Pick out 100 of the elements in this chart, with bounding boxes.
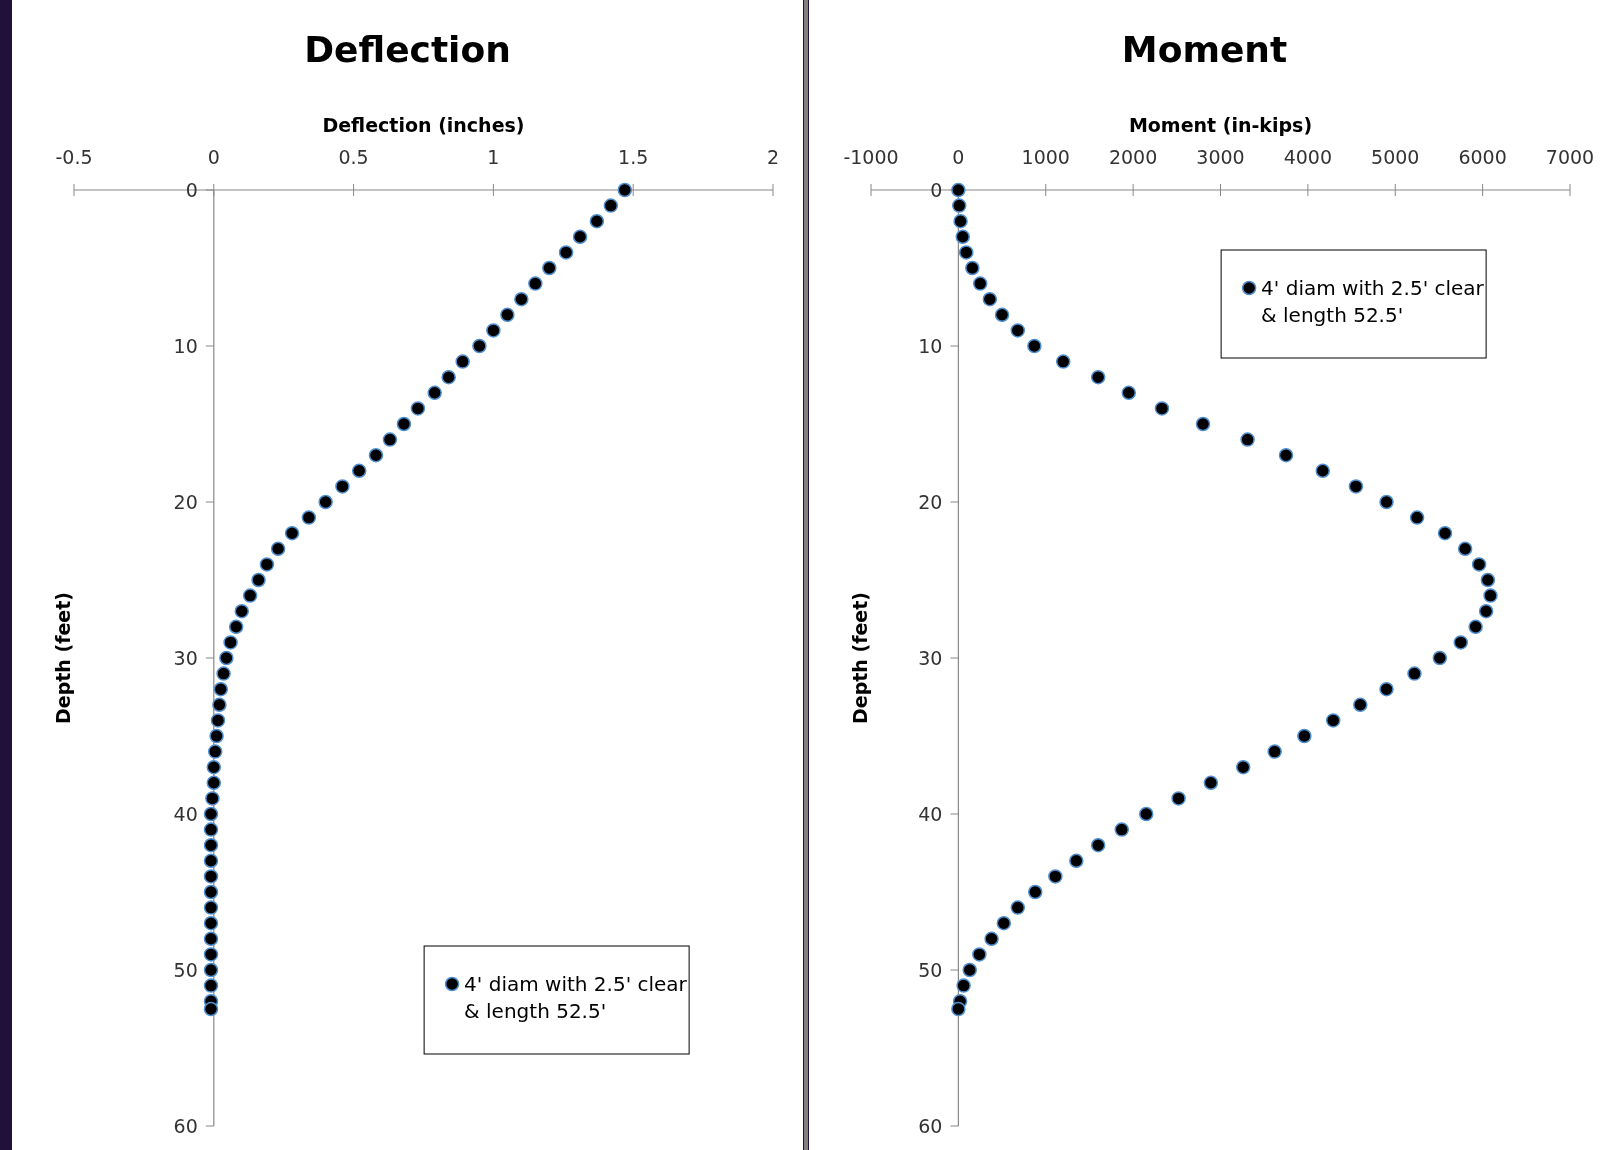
point bbox=[203, 884, 219, 900]
point bbox=[206, 775, 222, 791]
y-tick-label: 60 bbox=[918, 1115, 943, 1137]
point bbox=[203, 962, 219, 978]
x-tick-label: 0 bbox=[952, 146, 965, 168]
point bbox=[1432, 650, 1448, 666]
point bbox=[972, 276, 988, 291]
point bbox=[203, 978, 219, 993]
point bbox=[1010, 323, 1026, 338]
x-tick-label: 4000 bbox=[1283, 146, 1333, 168]
point bbox=[956, 978, 971, 993]
point bbox=[301, 510, 317, 525]
point bbox=[1069, 853, 1084, 869]
point bbox=[251, 572, 266, 588]
x-tick-label: 1000 bbox=[1021, 146, 1070, 168]
point bbox=[203, 947, 219, 962]
point bbox=[396, 416, 412, 432]
point bbox=[1407, 666, 1422, 681]
point bbox=[1353, 697, 1368, 713]
point bbox=[982, 291, 998, 307]
point bbox=[1437, 525, 1453, 541]
point bbox=[1027, 338, 1042, 354]
point bbox=[1379, 494, 1394, 510]
point bbox=[1453, 635, 1469, 650]
x-tick-label: 6000 bbox=[1458, 146, 1507, 168]
y-tick-label: 0 bbox=[930, 179, 943, 201]
point bbox=[1297, 728, 1312, 744]
point bbox=[1348, 479, 1364, 494]
point bbox=[1267, 744, 1282, 759]
point bbox=[1409, 510, 1425, 525]
y-tick-label: 10 bbox=[918, 335, 943, 357]
point bbox=[1121, 385, 1137, 401]
point bbox=[203, 915, 219, 931]
point bbox=[203, 822, 219, 837]
point bbox=[427, 385, 442, 401]
point bbox=[213, 681, 229, 697]
point bbox=[1483, 588, 1498, 603]
y-tick-label: 40 bbox=[918, 803, 943, 825]
point bbox=[455, 354, 470, 369]
point bbox=[1055, 354, 1071, 369]
y-tick-label: 60 bbox=[173, 1115, 198, 1137]
point bbox=[572, 229, 588, 245]
point bbox=[203, 806, 219, 822]
x-tick-label: 5000 bbox=[1371, 146, 1420, 168]
point bbox=[955, 229, 970, 245]
point bbox=[284, 525, 300, 541]
point bbox=[1090, 837, 1106, 853]
point bbox=[203, 1001, 219, 1017]
point bbox=[617, 182, 633, 198]
point bbox=[335, 479, 350, 494]
point bbox=[542, 260, 557, 276]
point bbox=[1480, 572, 1496, 588]
point bbox=[1048, 869, 1063, 884]
point bbox=[528, 276, 543, 291]
point bbox=[234, 603, 250, 619]
point bbox=[514, 291, 529, 307]
point bbox=[1090, 369, 1106, 385]
point bbox=[984, 931, 999, 947]
point bbox=[1471, 557, 1487, 572]
point bbox=[203, 869, 219, 884]
point bbox=[242, 588, 258, 603]
chart-title: Moment bbox=[1121, 29, 1288, 70]
point bbox=[207, 744, 223, 759]
point bbox=[1203, 775, 1219, 791]
point bbox=[965, 260, 980, 276]
point bbox=[1240, 432, 1255, 447]
y-tick-label: 50 bbox=[173, 959, 198, 981]
x-tick-label: 1 bbox=[487, 146, 500, 168]
y-tick-label: 40 bbox=[173, 803, 198, 825]
x-tick-label: 2 bbox=[766, 146, 780, 168]
point bbox=[382, 432, 398, 447]
point bbox=[351, 463, 367, 479]
point bbox=[205, 791, 220, 806]
y-tick-label: 30 bbox=[918, 647, 943, 669]
point bbox=[1379, 681, 1394, 697]
point bbox=[1468, 619, 1483, 635]
point bbox=[203, 900, 219, 915]
point bbox=[1325, 713, 1341, 728]
y-tick-label: 20 bbox=[173, 491, 198, 513]
point bbox=[953, 213, 968, 229]
point bbox=[212, 697, 227, 713]
point bbox=[472, 338, 487, 354]
point bbox=[1278, 447, 1294, 463]
point bbox=[1171, 791, 1186, 806]
x-tick-label: 0 bbox=[207, 146, 220, 168]
point bbox=[410, 401, 426, 416]
point bbox=[486, 323, 501, 338]
point bbox=[259, 557, 275, 572]
point bbox=[994, 307, 1010, 323]
point bbox=[1478, 603, 1494, 619]
point bbox=[228, 619, 244, 635]
point bbox=[958, 245, 974, 260]
point bbox=[603, 198, 619, 213]
x-tick-label: 7000 bbox=[1545, 146, 1595, 168]
point bbox=[1154, 401, 1170, 416]
y-tick-label: 50 bbox=[918, 959, 943, 981]
point bbox=[203, 931, 219, 947]
x-tick-label: 2000 bbox=[1108, 146, 1158, 168]
point bbox=[972, 947, 987, 962]
x-tick-label: -0.5 bbox=[55, 146, 93, 168]
